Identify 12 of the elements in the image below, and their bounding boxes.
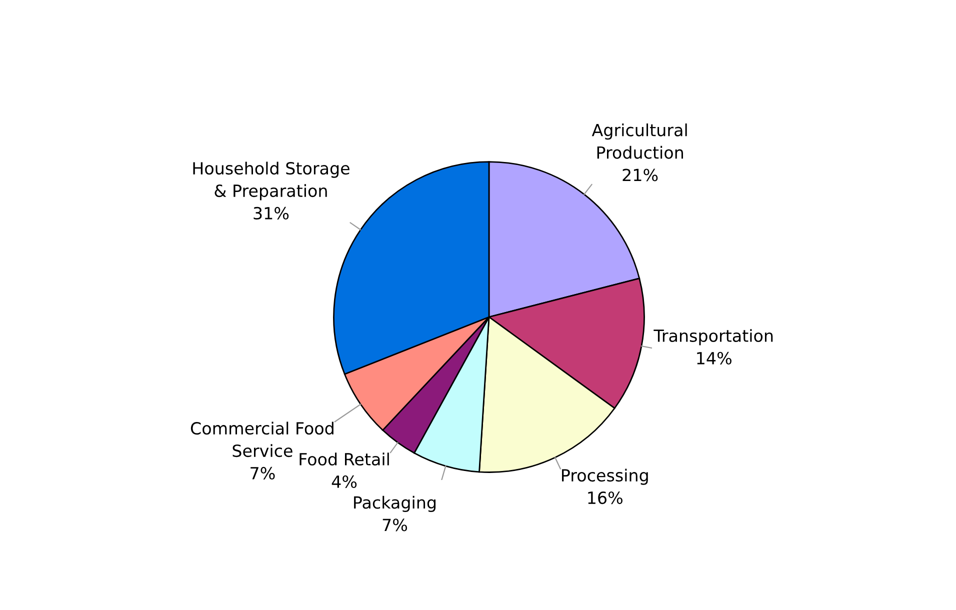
slice-label: Transportation <box>654 329 773 346</box>
data-label: 7% <box>382 518 408 532</box>
data-label: 14% <box>697 352 732 364</box>
data-label: 7% <box>250 466 275 480</box>
slice-label: Packaging <box>354 496 436 512</box>
data-label: 21% <box>622 168 658 182</box>
slice-label: Processing <box>562 468 648 485</box>
data-label: 16% <box>588 491 622 504</box>
data-label: 31% <box>254 206 289 220</box>
data-label: 4% <box>332 475 357 488</box>
slice-label: Household Storage & Preparation <box>193 162 350 200</box>
slice-label: Agricultural Production <box>592 123 687 159</box>
